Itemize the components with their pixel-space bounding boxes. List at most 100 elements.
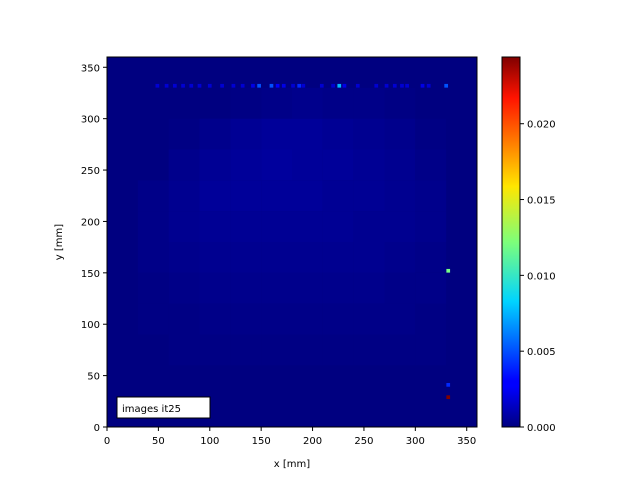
y-tick-label: 100 [81,320,100,331]
heatmap-cell [261,118,292,150]
x-axis-label: x [mm] [274,459,310,470]
heatmap-cell [415,334,447,366]
heatmap-cell [322,180,354,212]
x-tick-label: 250 [354,436,373,447]
annotation-box: images it25 [116,396,211,419]
heatmap-cell [137,303,169,335]
y-tick-label: 250 [81,166,100,177]
heatmap-cell [230,272,262,304]
hot-pixel [446,383,451,387]
heatmap-cell [230,334,262,366]
hot-pixel [446,268,451,273]
hot-pixel [281,83,286,88]
y-tick-label: 150 [81,269,100,280]
hot-pixel [189,83,194,88]
heatmap-cell [384,334,416,366]
hot-pixel [172,83,177,88]
hot-pixel [291,83,295,88]
hot-pixel [331,83,335,88]
hot-pixel [355,83,360,88]
hot-pixel [297,83,302,88]
heatmap-cell [322,272,354,304]
heatmap-cell [137,242,169,273]
heatmap-cell [261,149,292,181]
heatmap-cell [137,211,169,242]
heatmap-cell [261,272,292,304]
hot-pixel [207,83,212,88]
heatmap-cell [230,149,262,181]
heatmap-cell [292,211,323,242]
hot-pixel [420,83,425,88]
heatmap-cell [292,303,323,335]
heatmap-cell [261,211,292,242]
heatmap-cells [137,87,447,366]
heatmap-cell [261,242,292,273]
hot-pixel [301,83,306,88]
colorbar-tick-label: 0.020 [527,120,556,131]
x-tick-label: 50 [152,436,165,447]
heatmap-cell [261,334,292,366]
colorbar-tick-label: 0.005 [527,347,556,358]
heatmap-cell [199,303,231,335]
y-tick-label: 50 [87,372,100,383]
heatmap-cell [137,272,169,304]
y-tick-label: 0 [94,423,100,434]
hot-pixel [155,83,160,88]
hot-pixel [181,83,185,88]
heatmap-cell [322,118,354,150]
heatmap-cell [230,87,262,119]
heatmap-cell [353,334,385,366]
heatmap-cell [322,211,354,242]
heatmap-cell [168,118,200,150]
heatmap-cell [415,180,447,212]
heatmap-cell [199,272,231,304]
colorbar-tick-label: 0.000 [527,423,556,434]
hot-pixel [342,83,347,88]
heatmap-cell [384,87,416,119]
y-tick-label: 200 [81,217,100,228]
hot-pixel [269,83,274,88]
x-tick-label: 150 [252,436,271,447]
heatmap-cell [384,272,416,304]
hot-pixel [240,83,245,88]
hot-pixel [337,83,342,88]
heatmap-cell [292,87,323,119]
hot-pixel [275,83,280,88]
heatmap-cell [353,242,385,273]
heatmap-cell [199,149,231,181]
hot-pixels [155,83,451,400]
colorbar-ticks: 0.000 0.005 0.010 0.015 0.020 [520,120,556,434]
heatmap-cell [415,149,447,181]
heatmap-cell [168,211,200,242]
heatmap-cell [230,303,262,335]
heatmap-cell [322,149,354,181]
heatmap-cell [322,334,354,366]
hot-pixel [220,83,224,88]
heatmap-cell [353,211,385,242]
annotation-text: images it25 [122,404,181,415]
heatmap-cell [230,180,262,212]
x-tick-label: 0 [104,436,110,447]
heatmap-cell [353,118,385,150]
heatmap-cell [384,118,416,150]
heatmap-cell [168,180,200,212]
hot-pixel [257,83,261,88]
colorbar-gradient [501,56,521,428]
colorbar: 0.000 0.005 0.010 0.015 0.020 [501,56,556,434]
x-tick-label: 200 [303,436,322,447]
heatmap-cell [292,272,323,304]
heatmap-cell [415,303,447,335]
heatmap-cell [261,180,292,212]
hot-pixel [231,83,236,88]
heatmap-cell [384,149,416,181]
hot-pixel [400,83,404,88]
heatmap-cell [199,242,231,273]
hot-pixel [251,83,255,88]
heatmap-cell [230,118,262,150]
x-tick-label: 300 [406,436,425,447]
heatmap-cell [322,87,354,119]
heatmap-cell [415,242,447,273]
heatmap-cell [168,242,200,273]
colorbar-tick-label: 0.015 [527,196,556,207]
heatmap-cell [353,149,385,181]
